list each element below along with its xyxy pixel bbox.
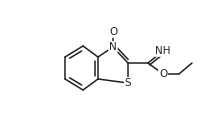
- Text: NH: NH: [155, 46, 171, 56]
- Text: S: S: [125, 78, 131, 88]
- Text: N: N: [109, 42, 117, 52]
- Text: O: O: [159, 69, 167, 79]
- Text: O: O: [109, 27, 117, 37]
